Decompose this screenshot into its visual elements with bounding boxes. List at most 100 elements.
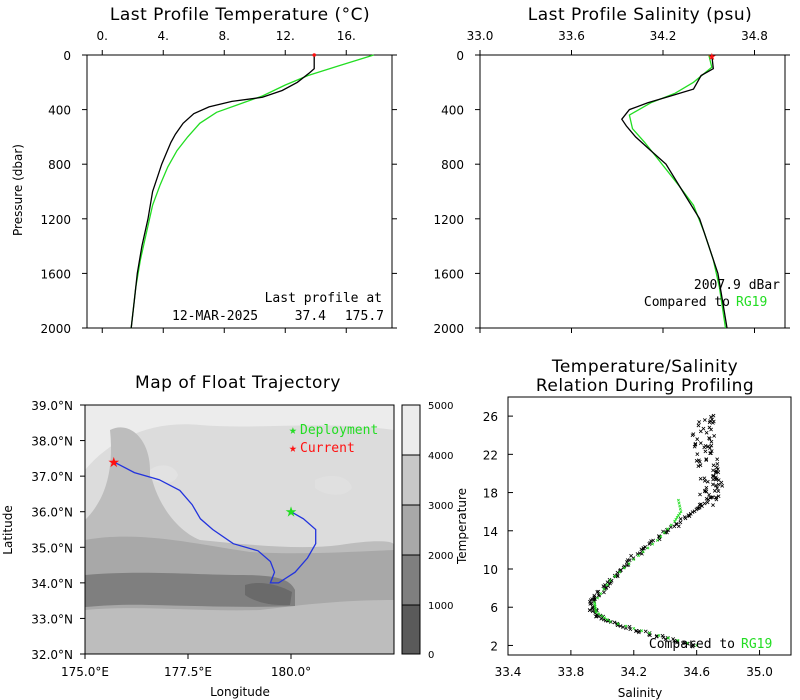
- ts-sample-point: [704, 485, 709, 490]
- ts-sample-point: [711, 463, 716, 468]
- sal-measured-line: [620, 54, 728, 329]
- ts-sample-point: [711, 474, 716, 478]
- ts-sample-point: [720, 483, 725, 488]
- ts-sample-point: [627, 624, 632, 629]
- current-position-marker: ★: [108, 455, 121, 471]
- ts-y-tick-label: 2: [490, 639, 498, 653]
- temp-x-tick-label: 16.: [337, 29, 356, 43]
- ts-sample-point: [629, 553, 633, 558]
- ts-sample-point: [697, 502, 702, 507]
- ts-reference-point: [624, 624, 628, 628]
- ts-reference-point: [651, 542, 655, 546]
- bathymetry-contours: [85, 405, 394, 654]
- ts-sample-point: [692, 444, 697, 449]
- ts-sample-point: [715, 462, 720, 466]
- ts-reference-point: [679, 510, 683, 514]
- ts-reference-point: [605, 618, 609, 622]
- ts-reference-point: [677, 501, 681, 505]
- ts-sample-point: [716, 482, 721, 487]
- ts-sample-point: [715, 486, 720, 491]
- map-y-tick-label: 39.0°N: [31, 399, 73, 413]
- sal-x-tick-label: 34.2: [650, 29, 677, 43]
- ts-plot-frame: [507, 396, 792, 656]
- ts-y-tick-label: 22: [483, 448, 498, 462]
- ts-sample-point: [643, 545, 648, 549]
- sal-y-tick-label: 0: [456, 49, 464, 63]
- ts-sample-point: [618, 624, 623, 628]
- map-y-tick-label: 36.0°N: [31, 506, 73, 520]
- temp-y-tick-label: 400: [48, 104, 71, 118]
- ts-sample-point: [697, 420, 701, 424]
- temp-x-tick-label: 4.: [158, 29, 169, 43]
- float-trajectory-line: [113, 461, 317, 584]
- salinity-compared-note: Compared to: [644, 295, 730, 310]
- ts-reference-name: RG19: [741, 637, 772, 652]
- temperature-axis-label: Temperature: [455, 488, 469, 565]
- ts-reference-point: [641, 550, 645, 554]
- ts-reference-point: [618, 570, 622, 574]
- ts-sample-point: [702, 501, 707, 506]
- legend-current-label: Current: [300, 441, 355, 456]
- ts-sample-point: [716, 489, 721, 493]
- ts-sample-point: [678, 517, 683, 521]
- ts-reference-point: [622, 566, 626, 570]
- ts-sample-point: [698, 463, 703, 468]
- map-x-tick-label: 177.5°E: [164, 665, 212, 679]
- temp-measured-line: [130, 55, 315, 329]
- salinity-plot-frame: [479, 54, 786, 329]
- ts-sample-point: [712, 434, 717, 438]
- ts-sample-point: [698, 476, 703, 481]
- ts-sample-point: [592, 593, 597, 598]
- ts-reference-point: [674, 517, 678, 521]
- ts-sample-point: [709, 443, 714, 448]
- ts-sample-point: [612, 620, 617, 625]
- ts-sample-point: [704, 457, 709, 461]
- temp-x-tick-label: 12.: [276, 29, 295, 43]
- legend-current-marker: ★: [289, 441, 297, 456]
- ts-reference-point: [599, 592, 603, 596]
- ts-x-tick-label: 33.8: [558, 665, 585, 679]
- sal-x-tick-label: 33.0: [467, 29, 494, 43]
- sal-surface-marker: ★: [707, 52, 716, 63]
- ts-sample-point: [709, 415, 713, 419]
- last-profile-lon: 175.7: [345, 309, 384, 324]
- ts-x-tick-label: 34.2: [620, 665, 647, 679]
- ts-x-tick-label: 34.6: [683, 665, 710, 679]
- ts-sample-point: [660, 633, 665, 638]
- legend-deployment-label: Deployment: [300, 423, 378, 438]
- ts-reference-point: [632, 557, 636, 561]
- ts-reference-point: [608, 620, 612, 624]
- temperature-title: Last Profile Temperature (°C): [110, 5, 370, 25]
- map-y-tick-label: 38.0°N: [31, 435, 73, 449]
- colorbar-tick-label: 3000: [428, 501, 453, 512]
- temp-y-tick-label: 0: [63, 49, 71, 63]
- ts-sample-point: [681, 641, 685, 646]
- map-y-tick-label: 37.0°N: [31, 470, 73, 484]
- ts-reference-point: [616, 622, 620, 626]
- ts-reference-point: [605, 583, 609, 587]
- ts-reference-point: [646, 546, 650, 550]
- temperature-plot-frame: [86, 54, 393, 329]
- ts-sample-point: [707, 436, 712, 441]
- ts-reference-point: [632, 626, 636, 630]
- ts-reference-point: [695, 643, 699, 647]
- colorbar-tick-label: 5000: [428, 401, 453, 412]
- sal-y-tick-label: 1200: [433, 213, 464, 227]
- ts-reference-point: [596, 596, 600, 600]
- longitude-axis-label: Longitude: [210, 685, 270, 699]
- ts-sample-point: [709, 449, 714, 453]
- ts-reference-point: [676, 638, 680, 642]
- ts-sample-point: [702, 445, 707, 450]
- ts-sample-point: [714, 497, 719, 502]
- temp-y-tick-label: 1200: [40, 213, 71, 227]
- temp-surface-marker: [312, 53, 317, 57]
- ts-sample-point: [690, 643, 695, 647]
- temp-x-tick-label: 8.: [219, 29, 230, 43]
- sal-y-tick-label: 2000: [433, 322, 464, 336]
- ts-sample-point: [705, 479, 710, 484]
- last-profile-lat: 37.4: [295, 309, 326, 324]
- ts-sample-point: [702, 418, 707, 422]
- ts-reference-point: [662, 531, 666, 535]
- ts-sample-point: [698, 441, 703, 445]
